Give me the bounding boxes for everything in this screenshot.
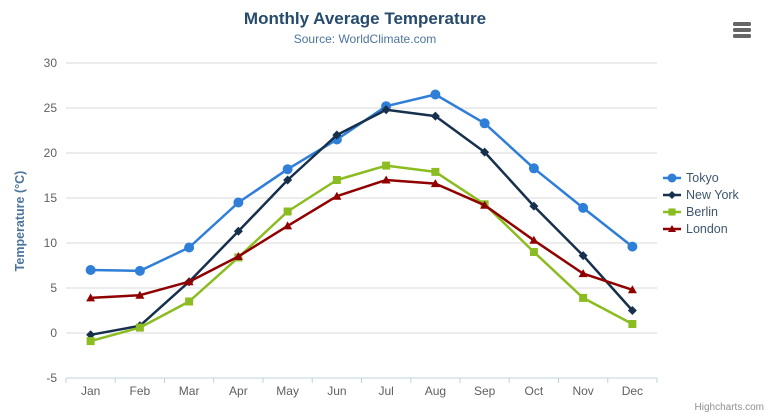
x-axis-label: Apr bbox=[229, 384, 248, 398]
x-axis-label: Dec bbox=[622, 384, 643, 398]
series-marker bbox=[185, 297, 194, 306]
series-marker bbox=[381, 175, 391, 184]
diamond-legend-marker-icon bbox=[663, 190, 681, 199]
series-marker bbox=[479, 118, 490, 129]
series-marker bbox=[430, 179, 440, 188]
series-line bbox=[89, 178, 634, 300]
series-marker bbox=[628, 320, 637, 328]
x-axis-label: Nov bbox=[572, 384, 593, 398]
series-marker bbox=[578, 202, 589, 213]
legend-item-tokyo[interactable]: Tokyo bbox=[663, 169, 739, 186]
series-marker bbox=[283, 221, 293, 230]
chart-title: Monthly Average Temperature bbox=[243, 9, 487, 28]
series-tokyo bbox=[85, 89, 638, 276]
series-london bbox=[86, 175, 637, 302]
series-marker bbox=[578, 251, 588, 261]
legend-item-label: Tokyo bbox=[686, 170, 719, 185]
y-axis-label: 10 bbox=[44, 236, 58, 250]
series-line bbox=[89, 108, 634, 337]
x-axis-label: Aug bbox=[425, 384, 446, 398]
series-marker bbox=[332, 130, 342, 140]
series-marker bbox=[667, 224, 677, 232]
legend-item-london[interactable]: London bbox=[663, 220, 739, 237]
highcharts-credit-link[interactable]: Highcharts.com bbox=[694, 402, 764, 413]
hamburger-menu-icon bbox=[733, 34, 751, 38]
series-marker bbox=[283, 207, 292, 216]
series-marker bbox=[86, 293, 96, 302]
series-marker bbox=[430, 111, 440, 121]
y-axis-label: -5 bbox=[46, 371, 57, 385]
series-marker bbox=[332, 191, 342, 200]
series-marker bbox=[528, 163, 539, 174]
series-marker bbox=[627, 241, 638, 252]
y-axis-label: 25 bbox=[44, 101, 58, 115]
series-marker bbox=[579, 293, 588, 302]
x-axis-label: Feb bbox=[130, 384, 151, 398]
series-line bbox=[89, 93, 634, 273]
x-axis-label: Mar bbox=[179, 384, 200, 398]
series-marker bbox=[430, 89, 441, 100]
circle-legend-marker-icon bbox=[663, 173, 681, 182]
export-menu-button[interactable] bbox=[731, 18, 759, 42]
series-marker bbox=[529, 235, 539, 244]
legend-item-label: London bbox=[686, 221, 728, 236]
x-axis-label: Oct bbox=[525, 384, 544, 398]
square-legend-marker-icon bbox=[663, 207, 681, 216]
series-marker bbox=[578, 269, 588, 278]
series-marker bbox=[667, 173, 677, 182]
series-marker bbox=[667, 190, 677, 199]
y-axis-label: 20 bbox=[44, 146, 58, 160]
series-marker bbox=[431, 167, 440, 176]
series-marker bbox=[233, 252, 243, 260]
y-axis-label: 30 bbox=[44, 56, 58, 70]
legend-item-label: Berlin bbox=[686, 204, 718, 219]
series-marker bbox=[627, 285, 637, 294]
hamburger-menu-icon bbox=[733, 28, 751, 32]
x-axis-label: Sep bbox=[474, 384, 496, 398]
series-marker bbox=[233, 197, 244, 208]
series-line bbox=[89, 164, 634, 343]
legend-item-berlin[interactable]: Berlin bbox=[663, 203, 739, 220]
y-axis-label: 0 bbox=[50, 326, 57, 340]
series-marker bbox=[627, 306, 637, 315]
series-marker bbox=[184, 277, 194, 286]
legend-item-label: New York bbox=[686, 187, 739, 202]
series-marker bbox=[134, 265, 145, 276]
series-marker bbox=[86, 330, 96, 340]
legend: Tokyo New York Berlin London bbox=[663, 169, 739, 237]
series-marker bbox=[135, 323, 144, 332]
chart-subtitle: Source: WorldClimate.com bbox=[293, 32, 437, 46]
y-axis-label: 5 bbox=[50, 281, 57, 295]
y-axis-label: 15 bbox=[44, 191, 58, 205]
series-marker bbox=[282, 164, 293, 175]
x-axis-label: Jun bbox=[327, 384, 346, 398]
series-marker bbox=[529, 248, 538, 256]
series-marker bbox=[184, 242, 195, 253]
series-marker bbox=[382, 161, 391, 170]
series-marker bbox=[668, 207, 676, 216]
series-marker bbox=[85, 265, 96, 275]
series-marker bbox=[332, 176, 341, 184]
series-new-york bbox=[86, 105, 637, 340]
series-marker bbox=[233, 226, 243, 236]
series-marker bbox=[529, 201, 539, 211]
series-marker bbox=[283, 175, 293, 185]
triangle-legend-marker-icon bbox=[663, 224, 681, 232]
y-axis-title: Temperature (°C) bbox=[13, 171, 27, 272]
x-axis-label: Jul bbox=[378, 384, 393, 398]
series-marker bbox=[86, 337, 95, 346]
series-marker bbox=[480, 200, 490, 209]
series-marker bbox=[381, 105, 391, 115]
x-axis-label: Jan bbox=[81, 384, 100, 398]
series-marker bbox=[135, 290, 145, 299]
x-axis-label: May bbox=[276, 384, 299, 398]
legend-item-new-york[interactable]: New York bbox=[663, 186, 739, 203]
hamburger-menu-icon bbox=[733, 22, 751, 26]
series-marker bbox=[480, 147, 490, 157]
